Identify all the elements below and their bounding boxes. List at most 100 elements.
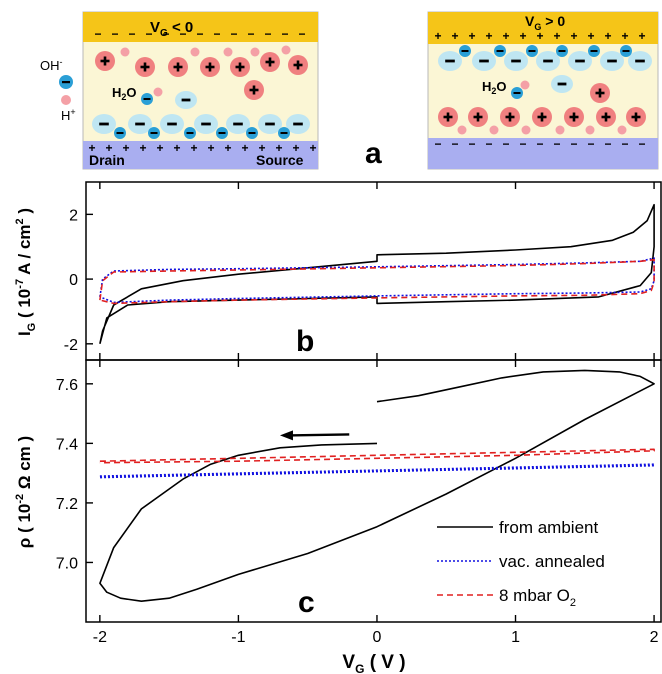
ion-layer xyxy=(92,45,310,139)
panel-a: OH- H+ VG < 0 − − − − − − − − − − − − − + + + + + + + + + + + +… xyxy=(40,11,659,170)
minus-sign xyxy=(135,122,145,126)
plus-v xyxy=(572,112,576,122)
minus-sign xyxy=(265,122,275,126)
minus-sign xyxy=(143,98,151,100)
minus-sign xyxy=(528,50,536,52)
panel-c-label: c xyxy=(298,586,315,619)
minus-sign xyxy=(461,50,469,52)
plus-v xyxy=(252,85,256,95)
charge-mark: − xyxy=(111,27,118,41)
legend-label: 8 mbar O2 xyxy=(499,586,576,609)
gate-electrode xyxy=(428,12,658,44)
y-tick-label: 7.0 xyxy=(56,555,78,572)
h-ion xyxy=(281,45,291,55)
x-tick-label: -2 xyxy=(93,629,107,646)
charge-mark: + xyxy=(638,29,645,43)
series-line-o2 xyxy=(99,448,655,464)
plot-series xyxy=(99,203,655,345)
drain-label: Drain xyxy=(89,152,125,168)
y-tick-label: 0 xyxy=(69,272,78,289)
charge-mark: + xyxy=(309,141,316,155)
plus-v xyxy=(103,56,107,66)
panel-c: 7.0 7.2 7.4 7.6 -2 -1 0 1 2 c ρ ( 10-2 Ω cm ) V… xyxy=(14,359,662,674)
minus-sign xyxy=(99,122,109,126)
minus-sign xyxy=(181,98,191,102)
charge-mark: − xyxy=(230,27,237,41)
h-ion xyxy=(585,125,595,135)
plus-v xyxy=(540,112,544,122)
minus-sign xyxy=(445,59,455,63)
minus-sign xyxy=(186,132,194,134)
minus-sign xyxy=(167,122,177,126)
h-ion xyxy=(555,125,565,135)
minus-sign xyxy=(557,82,567,86)
ion-layer xyxy=(438,45,652,135)
minus-sign xyxy=(218,132,226,134)
y-axis-label: ρ ( 10-2 Ω cm ) xyxy=(14,436,34,548)
y-tick-label: 7.4 xyxy=(56,436,78,453)
panel-b: -2 0 2 b IG ( 10-7 A / cm2 ) xyxy=(14,181,662,361)
legend-item-o2: 8 mbar O2 xyxy=(437,586,576,609)
charge-mark: − xyxy=(298,27,305,41)
minus-sign xyxy=(513,92,521,94)
charge-mark: + xyxy=(122,141,129,155)
charge-mark: + xyxy=(139,141,146,155)
charge-mark: − xyxy=(519,137,526,151)
y-axis-label: IG ( 10-7 A / cm2 ) xyxy=(14,208,38,336)
gate-voltage-label: VG < 0 xyxy=(150,19,193,39)
series-line-o2 xyxy=(99,258,655,305)
minus-sign xyxy=(575,59,585,63)
charge-mark: + xyxy=(88,141,95,155)
charge-mark: + xyxy=(587,29,594,43)
series-line-ambient xyxy=(99,203,655,345)
plus-v xyxy=(508,112,512,122)
charge-mark: − xyxy=(451,137,458,151)
charge-mark: + xyxy=(173,141,180,155)
minus-sign xyxy=(558,50,566,52)
h-ion xyxy=(120,47,130,57)
plus-v xyxy=(598,88,602,98)
charge-mark: − xyxy=(128,27,135,41)
panel-a-label: a xyxy=(365,137,382,170)
charge-mark: − xyxy=(247,27,254,41)
charge-mark: + xyxy=(604,29,611,43)
charge-mark: + xyxy=(570,29,577,43)
plot-series xyxy=(99,369,655,603)
charge-mark: − xyxy=(553,137,560,151)
charge-mark: − xyxy=(468,137,475,151)
charge-mark: − xyxy=(145,27,152,41)
charge-mark: − xyxy=(434,137,441,151)
charge-mark: − xyxy=(604,137,611,151)
charge-mark: + xyxy=(485,29,492,43)
oh-legend-label: OH- xyxy=(40,57,63,73)
minus-sign xyxy=(479,59,489,63)
plus-v xyxy=(446,112,450,122)
plus-v xyxy=(176,62,180,72)
charge-mark: + xyxy=(292,141,299,155)
charge-mark: − xyxy=(196,27,203,41)
legend-label: vac. annealed xyxy=(499,552,605,571)
charge-mark: − xyxy=(621,137,628,151)
charge-mark: + xyxy=(224,141,231,155)
h-ion xyxy=(520,80,530,90)
charge-mark: + xyxy=(502,29,509,43)
charge-mark: − xyxy=(94,27,101,41)
y-tick-label: 7.2 xyxy=(56,496,78,513)
h-ion-icon xyxy=(61,95,71,105)
plot-frame xyxy=(85,359,662,623)
x-tick-label: -1 xyxy=(231,629,245,646)
h-ion xyxy=(489,125,499,135)
water-label: H2O xyxy=(112,85,137,102)
charge-mark: − xyxy=(502,137,509,151)
sweep-direction-arrow xyxy=(279,430,350,441)
arrow-head xyxy=(279,430,293,441)
plus-v xyxy=(476,112,480,122)
charge-mark: + xyxy=(156,141,163,155)
gate-surface-charges: − − − − − − − − − − − − − xyxy=(94,27,305,41)
plus-v xyxy=(296,60,300,70)
minus-sign xyxy=(635,59,645,63)
minus-sign xyxy=(293,122,303,126)
charge-mark: + xyxy=(553,29,560,43)
minus-sign xyxy=(590,50,598,52)
